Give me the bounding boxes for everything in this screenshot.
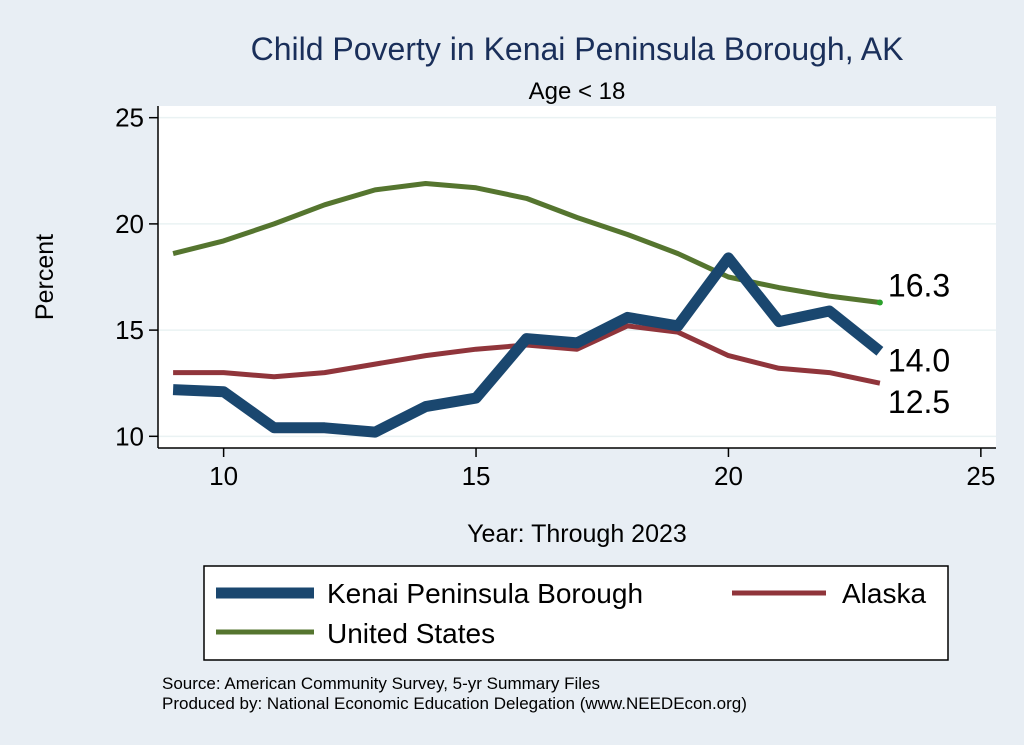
legend-label-united-states: United States: [327, 618, 495, 649]
y-tick-label-15: 15: [115, 315, 144, 345]
y-tick-label-25: 25: [115, 103, 144, 133]
series-layer: [172, 181, 884, 438]
legend-label-kenai: Kenai Peninsula Borough: [327, 578, 643, 609]
legend-label-alaska: Alaska: [842, 578, 926, 609]
x-tick-label-25: 25: [966, 461, 995, 491]
x-axis-title: Year: Through 2023: [467, 520, 687, 548]
plot-area: [158, 106, 996, 448]
axes: 10 15 20 25 10 15 20 25: [115, 103, 996, 491]
y-axis-title: Percent: [31, 234, 59, 320]
end-point-united-states: [876, 299, 883, 306]
chart-subtitle: Age < 18: [529, 78, 626, 105]
y-tick-label-10: 10: [115, 421, 144, 451]
source-note: Source: American Community Survey, 5-yr …: [162, 674, 600, 693]
legend-box: [203, 565, 949, 661]
y-tick-label-20: 20: [115, 209, 144, 239]
end-labels: 14.0 12.5 16.3: [888, 267, 950, 420]
end-label-united-states: 16.3: [888, 267, 950, 303]
end-label-kenai: 14.0: [888, 342, 950, 378]
x-tick-label-10: 10: [209, 461, 238, 491]
series-line-united-states: [172, 181, 881, 305]
end-label-alaska: 12.5: [888, 384, 950, 420]
series-line-kenai: [172, 252, 884, 438]
x-tick-label-20: 20: [714, 461, 743, 491]
legend: Kenai Peninsula Borough Alaska United St…: [203, 565, 949, 661]
produced-note: Produced by: National Economic Education…: [162, 694, 747, 713]
chart-title: Child Poverty in Kenai Peninsula Borough…: [251, 31, 904, 67]
x-tick-label-15: 15: [462, 461, 491, 491]
